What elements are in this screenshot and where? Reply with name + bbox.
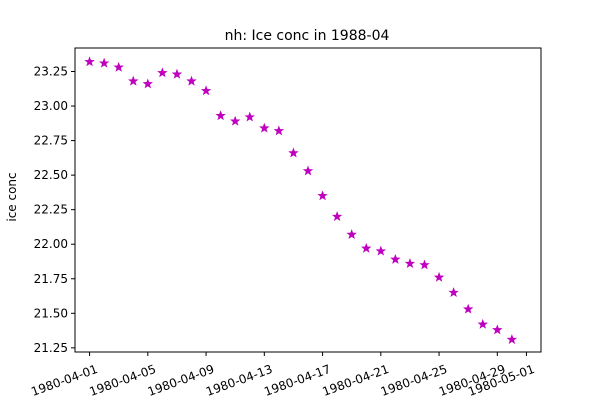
data-point-star <box>186 75 197 86</box>
data-point-star <box>433 271 445 282</box>
y-tick-label: 21.25 <box>34 341 68 355</box>
y-tick-label: 22.50 <box>34 168 68 182</box>
y-tick-label: 22.25 <box>34 203 68 217</box>
data-point-star <box>142 78 154 89</box>
data-point-star <box>404 258 416 268</box>
data-point-star <box>492 324 503 335</box>
data-point-star <box>98 57 110 68</box>
data-point-star <box>506 334 518 344</box>
data-point-star <box>171 68 183 79</box>
y-tick-label: 23.25 <box>34 64 68 78</box>
data-point-star <box>361 242 372 253</box>
y-axis-label: ice conc <box>5 172 19 221</box>
y-tick-label: 22.75 <box>34 134 68 148</box>
data-point-star <box>229 115 241 126</box>
data-point-star <box>448 287 459 297</box>
y-tick-label: 21.50 <box>34 306 68 320</box>
data-point-star <box>200 85 212 96</box>
data-point-star <box>259 122 270 133</box>
data-point-star <box>462 303 474 314</box>
y-tick-label: 22.00 <box>34 237 68 251</box>
data-point-star <box>244 111 255 122</box>
data-point-star <box>390 253 401 264</box>
data-point-star <box>317 190 328 201</box>
chart-title: nh: Ice conc in 1988-04 <box>225 28 390 44</box>
y-axis-ticks: 21.25 21.50 21.75 22.00 22.25 22.50 22.75 23.00… <box>34 64 75 355</box>
data-point-star <box>84 56 95 67</box>
data-point-star <box>215 110 226 121</box>
data-point-star <box>113 61 124 72</box>
data-point-star <box>128 75 139 86</box>
y-tick-label: 21.75 <box>34 272 68 286</box>
data-series <box>84 56 518 344</box>
data-point-star <box>302 165 314 176</box>
plot-frame <box>74 47 542 353</box>
data-point-star <box>331 211 343 221</box>
data-point-star <box>477 318 488 329</box>
data-point-star <box>273 125 285 136</box>
y-tick-label: 23.00 <box>34 99 68 113</box>
data-point-star <box>375 245 387 256</box>
data-point-star <box>288 147 299 158</box>
data-point-star <box>346 229 357 239</box>
data-point-star <box>419 259 430 270</box>
data-point-star <box>157 67 168 78</box>
